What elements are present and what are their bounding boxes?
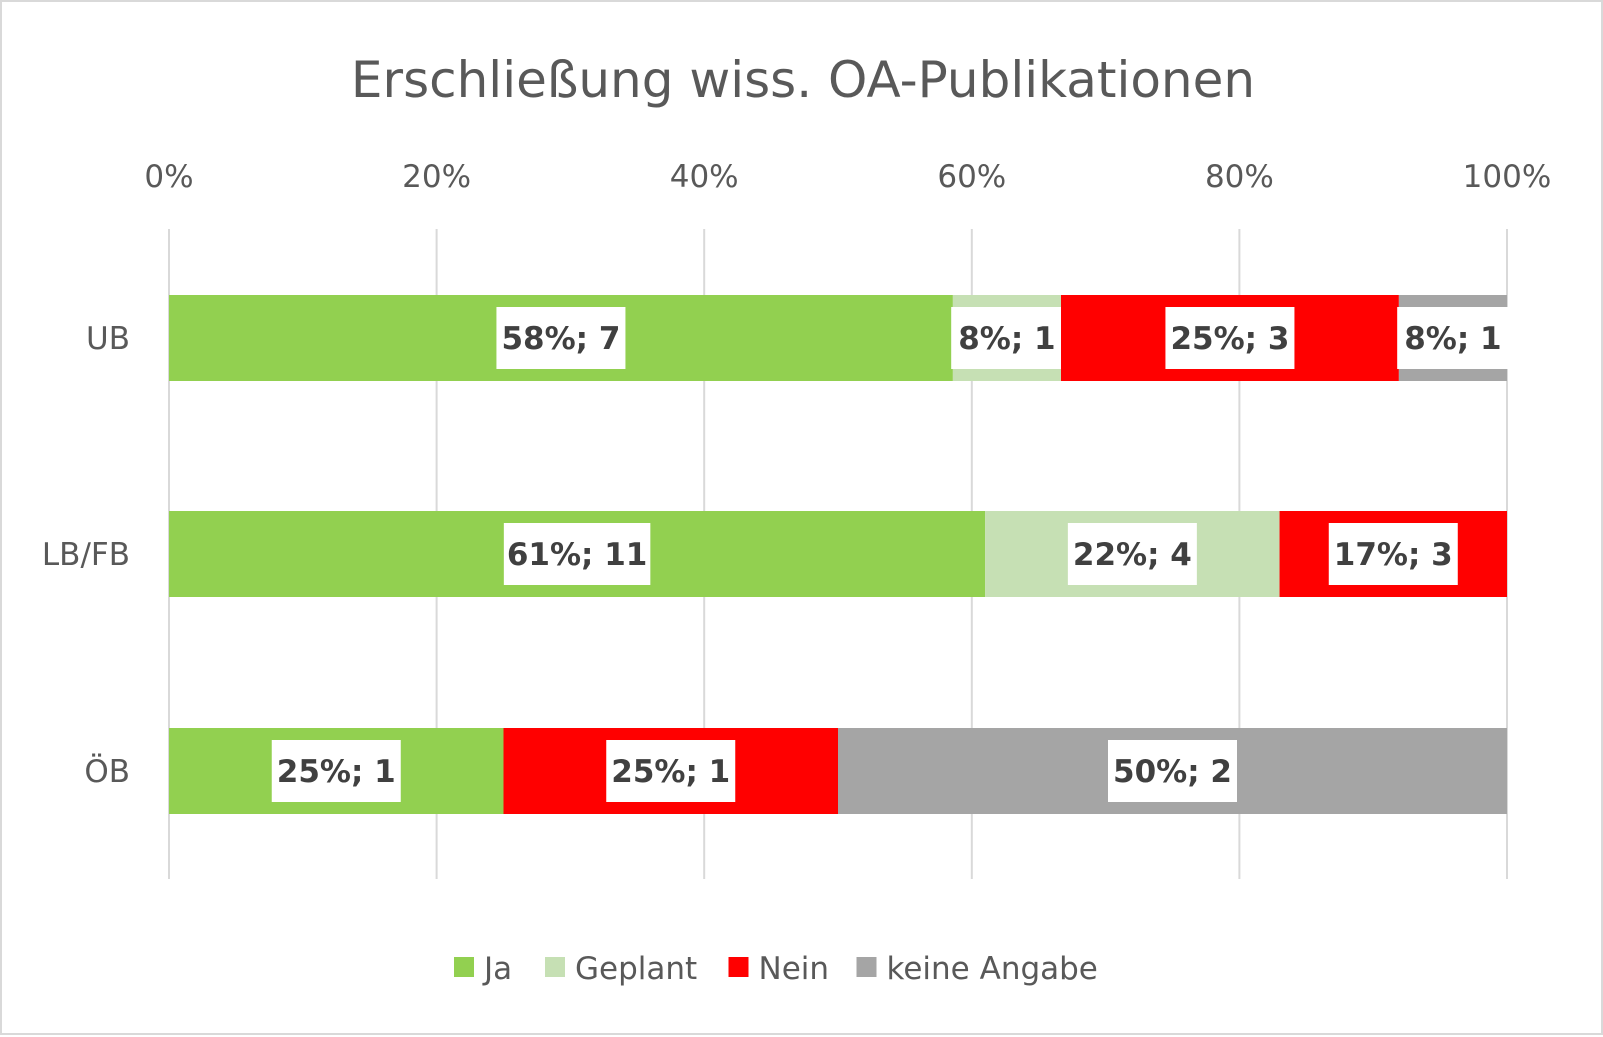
- data-label: 25%; 1: [611, 754, 730, 790]
- data-label: 58%; 7: [501, 321, 620, 357]
- data-label-box: [1397, 307, 1509, 369]
- legend-swatch: [454, 957, 474, 977]
- data-label: 17%; 3: [1334, 537, 1453, 573]
- x-tick-label: 80%: [1205, 159, 1274, 195]
- data-label: 25%; 3: [1170, 321, 1289, 357]
- data-label-box: [951, 307, 1063, 369]
- x-tick-label: 60%: [937, 159, 1006, 195]
- x-tick-label: 100%: [1463, 159, 1552, 195]
- data-label-box: [1165, 307, 1295, 369]
- data-label-box: [1108, 740, 1237, 802]
- data-label: 61%; 11: [507, 537, 648, 573]
- chart-title: Erschließung wiss. OA-Publikationen: [351, 51, 1255, 109]
- data-label: 8%; 1: [958, 321, 1055, 357]
- data-label-box: [503, 523, 651, 585]
- data-label: 25%; 1: [277, 754, 396, 790]
- data-label: 22%; 4: [1073, 537, 1192, 573]
- legend-label: keine Angabe: [887, 951, 1098, 987]
- data-label-box: [271, 740, 401, 802]
- legend-swatch: [856, 957, 877, 977]
- legend-swatch: [545, 957, 565, 977]
- legend-label: Nein: [759, 951, 830, 987]
- x-tick-label: 40%: [670, 159, 739, 195]
- data-label: 8%; 1: [1404, 321, 1501, 357]
- x-tick-label: 0%: [144, 159, 193, 195]
- category-label: ÖB: [84, 753, 130, 790]
- legend-swatch: [728, 957, 749, 977]
- data-label-box: [606, 740, 736, 802]
- category-label: UB: [86, 321, 130, 357]
- legend-label: Geplant: [575, 951, 697, 987]
- data-label-box: [496, 307, 626, 369]
- data-label-box: [1328, 523, 1458, 585]
- legend-label: Ja: [482, 951, 512, 987]
- data-label: 50%; 2: [1113, 754, 1232, 790]
- category-label: LB/FB: [42, 537, 130, 573]
- x-tick-label: 20%: [402, 159, 471, 195]
- data-label-box: [1067, 523, 1197, 585]
